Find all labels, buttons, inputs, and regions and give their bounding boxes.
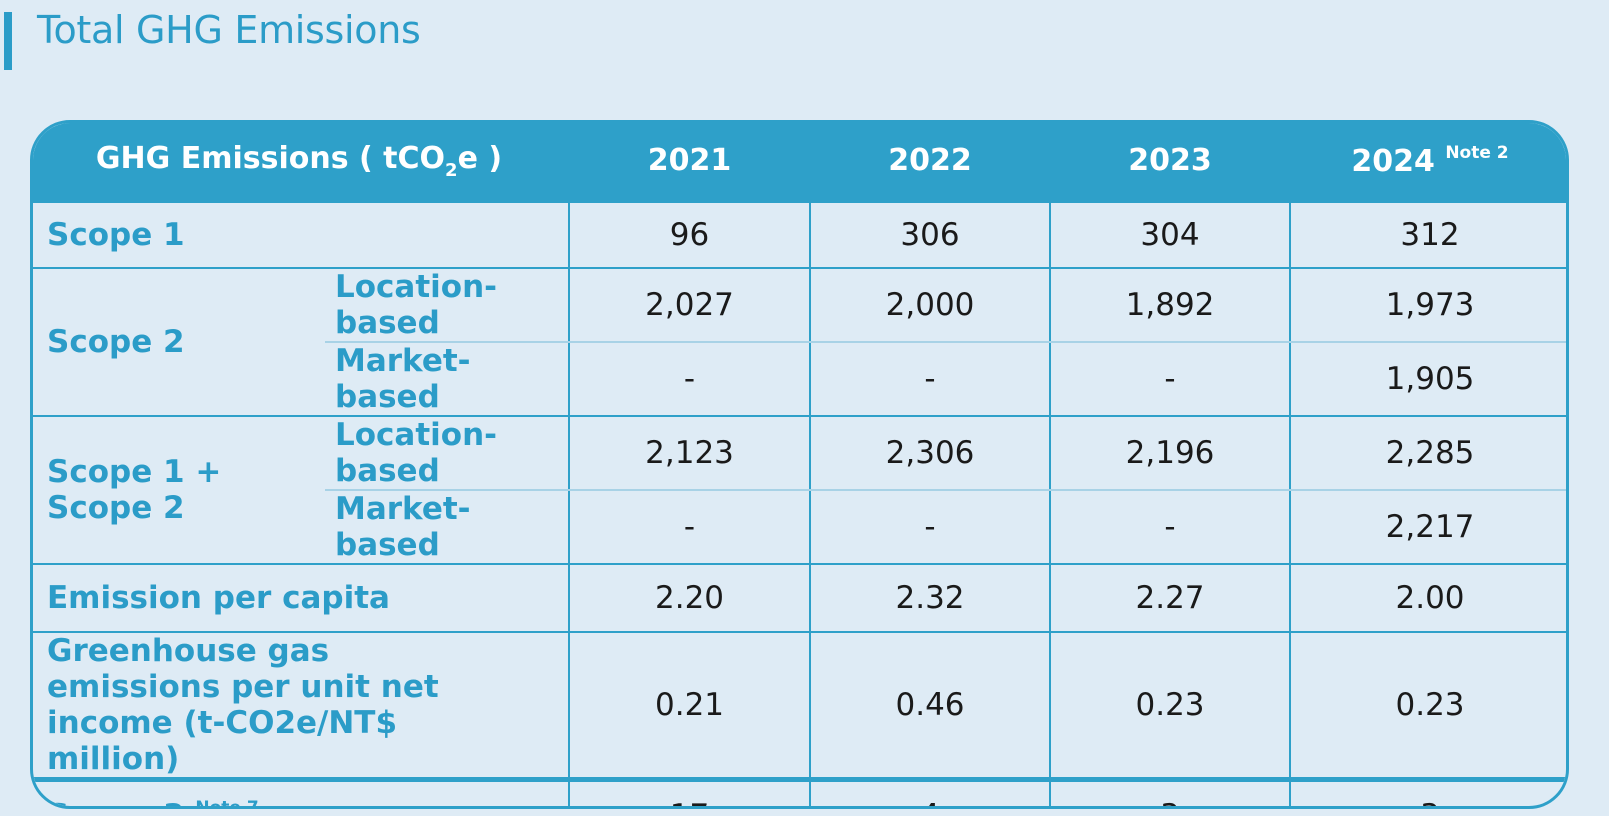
cell-value: 2,000 [809,267,1052,343]
cell-value: 0.23 [1049,631,1292,781]
cell-value: 2.27 [1049,563,1292,633]
note-7-marker: Note 7 [195,798,259,809]
header-year-2022: 2022 [809,123,1051,202]
header-year-2021: 2021 [568,123,811,202]
row-scope3: Scope 3 Note 7 17 4 3 3 [33,777,1566,809]
header-metric-sub: 2 [445,159,458,181]
cell-value: 2,306 [809,415,1052,491]
row-per-income: Greenhouse gas emissions per unit net in… [33,631,1566,781]
row-label-scope1: Scope 1 [33,201,571,269]
row-scope1: Scope 1 96 306 304 312 [33,201,1566,269]
row-sublabel-market: Market-based [325,489,571,565]
cell-value: - [809,341,1052,417]
header-metric: GHG Emissions ( tCO2e ) [33,123,570,202]
row-label-scope2: Scope 2 [33,267,325,417]
ghg-emissions-table: GHG Emissions ( tCO2e ) 2021 2022 2023 2… [30,120,1569,809]
cell-value: 0.21 [568,631,812,781]
cell-value: 312 [1289,201,1566,269]
row-per-capita: Emission per capita 2.20 2.32 2.27 2.00 [33,563,1566,633]
cell-value: 2,217 [1289,489,1566,565]
row-sublabel-location: Location-based [325,415,571,491]
row-label-per-capita: Emission per capita [33,563,571,633]
note-2-marker: Note 2 [1445,142,1509,163]
cell-value: - [568,489,812,565]
cell-value: 17 [568,777,812,806]
cell-value: 2,123 [568,415,812,491]
cell-value: - [1049,341,1292,417]
cell-value: 2,196 [1049,415,1292,491]
cell-value: 3 [1049,777,1292,806]
cell-value: 0.23 [1289,631,1566,781]
cell-value: 1,973 [1289,267,1566,343]
header-row: GHG Emissions ( tCO2e ) 2021 2022 2023 2… [33,123,1566,202]
row-scope12-market: Market-based - - - 2,217 [33,489,1566,565]
header-metric-prefix: GHG Emissions ( tCO [95,140,446,176]
header-year-2023: 2023 [1049,123,1291,202]
page-title: Total GHG Emissions [37,8,421,52]
row-scope12-location: Scope 1 + Scope 2 Location-based 2,123 2… [33,415,1566,565]
cell-value: 3 [1289,777,1566,806]
header-year-2024-label: 2024 [1351,143,1435,179]
cell-value: 96 [568,201,812,269]
cell-value: 0.46 [809,631,1052,781]
row-label-scope3-text: Scope 3 [47,798,185,806]
emissions-table: GHG Emissions ( tCO2e ) 2021 2022 2023 2… [33,123,1566,809]
row-label-scope3: Scope 3 Note 7 [33,777,571,809]
cell-value: - [809,489,1052,565]
cell-value: 1,905 [1289,341,1566,417]
row-label-scope12: Scope 1 + Scope 2 [33,415,325,565]
cell-value: 2.20 [568,563,812,633]
row-sublabel-location: Location-based [325,267,571,343]
cell-value: 2.00 [1289,563,1566,633]
cell-value: 306 [809,201,1052,269]
row-scope2-market: Market-based - - - 1,905 [33,341,1566,417]
header-metric-suffix: e ) [457,140,503,176]
cell-value: - [568,341,812,417]
cell-value: - [1049,489,1292,565]
cell-value: 2,027 [568,267,812,343]
cell-value: 4 [809,777,1052,806]
header-year-2024: 2024 Note 2 [1289,123,1566,202]
cell-value: 1,892 [1049,267,1292,343]
title-accent-bar [4,12,12,70]
cell-value: 2,285 [1289,415,1566,491]
cell-value: 304 [1049,201,1292,269]
cell-value: 2.32 [809,563,1052,633]
row-label-per-income: Greenhouse gas emissions per unit net in… [33,631,571,781]
row-sublabel-market: Market-based [325,341,571,417]
row-scope2-location: Scope 2 Location-based 2,027 2,000 1,892… [33,267,1566,417]
